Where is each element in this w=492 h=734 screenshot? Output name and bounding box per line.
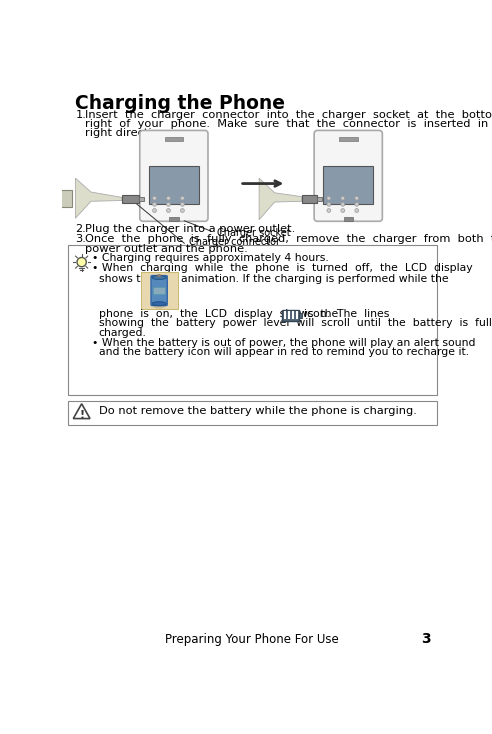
Circle shape bbox=[181, 203, 184, 206]
Text: phone  is  on,  the  LCD  display  shows  the: phone is on, the LCD display shows the bbox=[99, 309, 338, 319]
FancyBboxPatch shape bbox=[140, 131, 208, 221]
Ellipse shape bbox=[157, 275, 161, 277]
Bar bbox=[302, 195, 317, 203]
Circle shape bbox=[341, 208, 345, 212]
Bar bbox=[288, 311, 290, 319]
Bar bbox=[339, 137, 358, 141]
Text: charged.: charged. bbox=[99, 327, 147, 338]
Bar bbox=[141, 272, 178, 309]
Text: 3.: 3. bbox=[75, 234, 86, 244]
Text: Charger socket: Charger socket bbox=[184, 221, 290, 239]
Bar bbox=[169, 217, 179, 220]
Bar bbox=[292, 311, 294, 319]
Bar bbox=[58, 189, 71, 207]
FancyBboxPatch shape bbox=[151, 275, 167, 305]
Bar bbox=[282, 310, 300, 321]
Circle shape bbox=[166, 208, 170, 212]
Ellipse shape bbox=[154, 305, 165, 309]
Circle shape bbox=[341, 196, 345, 200]
Bar bbox=[165, 137, 183, 141]
Circle shape bbox=[166, 203, 170, 206]
Circle shape bbox=[355, 203, 359, 206]
FancyBboxPatch shape bbox=[314, 131, 382, 221]
Polygon shape bbox=[73, 404, 90, 418]
Bar bbox=[139, 197, 144, 201]
Bar bbox=[343, 217, 353, 220]
Bar bbox=[122, 195, 139, 203]
Text: and the battery icon will appear in red to remind you to recharge it.: and the battery icon will appear in red … bbox=[99, 346, 469, 357]
Circle shape bbox=[153, 208, 156, 212]
Bar bbox=[149, 166, 199, 204]
Bar bbox=[323, 166, 373, 204]
Bar bbox=[296, 311, 298, 319]
Circle shape bbox=[181, 196, 184, 200]
Ellipse shape bbox=[152, 302, 166, 305]
Text: Charging the Phone: Charging the Phone bbox=[75, 94, 285, 113]
Text: shows the: shows the bbox=[99, 274, 154, 283]
Text: 1.: 1. bbox=[75, 109, 86, 120]
Polygon shape bbox=[75, 178, 122, 218]
Text: !: ! bbox=[79, 410, 84, 420]
Text: Plug the charger into a power outlet.: Plug the charger into a power outlet. bbox=[85, 224, 295, 233]
Circle shape bbox=[327, 196, 331, 200]
Text: 2.: 2. bbox=[75, 224, 86, 233]
Circle shape bbox=[341, 203, 345, 206]
Text: Insert  the  charger  connector  into  the  charger  socket  at  the  bottom: Insert the charger connector into the ch… bbox=[85, 109, 492, 120]
FancyBboxPatch shape bbox=[68, 401, 436, 425]
Text: icon.  The  lines: icon. The lines bbox=[304, 309, 390, 319]
Circle shape bbox=[153, 196, 156, 200]
Ellipse shape bbox=[152, 275, 166, 280]
Circle shape bbox=[327, 208, 331, 212]
Text: • When the battery is out of power, the phone will play an alert sound: • When the battery is out of power, the … bbox=[92, 338, 476, 348]
Text: 3: 3 bbox=[421, 631, 430, 646]
Text: animation. If the charging is performed while the: animation. If the charging is performed … bbox=[181, 274, 449, 283]
Circle shape bbox=[77, 258, 86, 266]
Bar bbox=[153, 287, 165, 294]
Text: right direction.: right direction. bbox=[85, 128, 169, 138]
Text: • When  charging  while  the  phone  is  turned  off,  the  LCD  display: • When charging while the phone is turne… bbox=[92, 263, 473, 273]
Text: power outlet and the phone.: power outlet and the phone. bbox=[85, 244, 247, 254]
Circle shape bbox=[181, 208, 184, 212]
Text: • Charging requires approximately 4 hours.: • Charging requires approximately 4 hour… bbox=[92, 252, 329, 263]
Text: Do not remove the battery while the phone is charging.: Do not remove the battery while the phon… bbox=[99, 406, 417, 415]
Bar bbox=[317, 197, 322, 201]
Bar bbox=[300, 313, 302, 319]
Circle shape bbox=[355, 208, 359, 212]
Text: Charger connector: Charger connector bbox=[136, 204, 280, 247]
Circle shape bbox=[166, 196, 170, 200]
Text: Preparing Your Phone For Use: Preparing Your Phone For Use bbox=[165, 633, 339, 646]
Circle shape bbox=[153, 203, 156, 206]
FancyBboxPatch shape bbox=[68, 245, 436, 395]
Circle shape bbox=[327, 203, 331, 206]
Text: Once  the  phone  is  fully  charged,  remove  the  charger  from  both  the: Once the phone is fully charged, remove … bbox=[85, 234, 492, 244]
Circle shape bbox=[355, 196, 359, 200]
Text: right  of  your  phone.  Make  sure  that  the  connector  is  inserted  in  the: right of your phone. Make sure that the … bbox=[85, 119, 492, 129]
Bar bbox=[284, 311, 286, 319]
Polygon shape bbox=[259, 178, 302, 219]
Text: showing  the  battery  power  level  will  scroll  until  the  battery  is  full: showing the battery power level will scr… bbox=[99, 319, 492, 328]
